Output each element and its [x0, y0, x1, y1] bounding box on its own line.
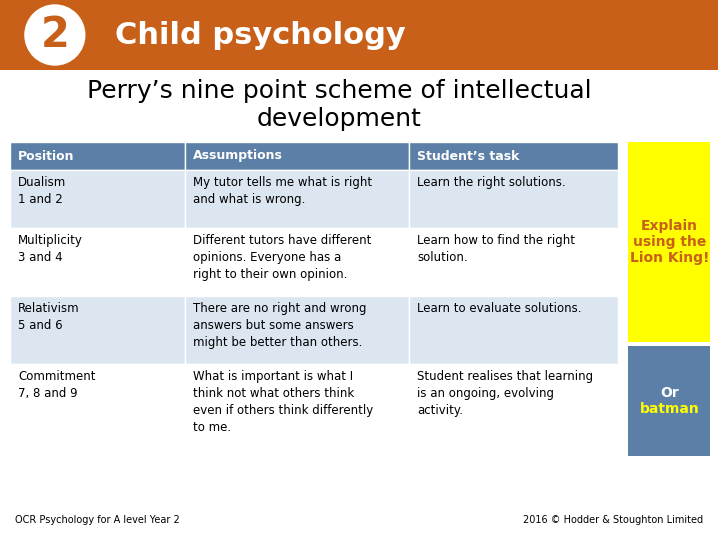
Circle shape [25, 5, 85, 65]
FancyBboxPatch shape [10, 228, 184, 296]
Text: Explain
using the
Lion King!: Explain using the Lion King! [629, 219, 709, 265]
FancyBboxPatch shape [409, 228, 618, 296]
Text: Multiplicity
3 and 4: Multiplicity 3 and 4 [18, 234, 83, 264]
Text: Child psychology: Child psychology [114, 21, 405, 50]
Text: batman: batman [639, 402, 699, 416]
Text: There are no right and wrong
answers but some answers
might be better than other: There are no right and wrong answers but… [192, 302, 366, 349]
Text: OCR Psychology for A level Year 2: OCR Psychology for A level Year 2 [15, 515, 180, 525]
Text: Dualism
1 and 2: Dualism 1 and 2 [18, 176, 66, 206]
FancyBboxPatch shape [10, 170, 184, 228]
Text: Or: Or [660, 386, 679, 400]
FancyBboxPatch shape [10, 142, 184, 170]
Text: Student’s task: Student’s task [417, 150, 519, 163]
Text: 2: 2 [40, 14, 69, 56]
FancyBboxPatch shape [409, 296, 618, 364]
Text: Student realises that learning
is an ongoing, evolving
activity.: Student realises that learning is an ong… [417, 370, 593, 417]
Text: Commitment
7, 8 and 9: Commitment 7, 8 and 9 [18, 370, 96, 400]
Text: Different tutors have different
opinions. Everyone has a
right to their own opin: Different tutors have different opinions… [192, 234, 371, 281]
FancyBboxPatch shape [10, 364, 184, 452]
Text: Assumptions: Assumptions [192, 150, 282, 163]
Text: What is important is what I
think not what others think
even if others think dif: What is important is what I think not wh… [192, 370, 373, 434]
FancyBboxPatch shape [0, 0, 719, 70]
FancyBboxPatch shape [629, 142, 710, 342]
Text: My tutor tells me what is right
and what is wrong.: My tutor tells me what is right and what… [192, 176, 372, 206]
FancyBboxPatch shape [409, 170, 618, 228]
FancyBboxPatch shape [629, 346, 710, 456]
Text: 2016 © Hodder & Stoughton Limited: 2016 © Hodder & Stoughton Limited [523, 515, 703, 525]
FancyBboxPatch shape [10, 296, 184, 364]
FancyBboxPatch shape [184, 170, 409, 228]
FancyBboxPatch shape [184, 228, 409, 296]
FancyBboxPatch shape [184, 142, 409, 170]
Text: Position: Position [18, 150, 74, 163]
Text: Learn to evaluate solutions.: Learn to evaluate solutions. [417, 302, 582, 315]
Text: Relativism
5 and 6: Relativism 5 and 6 [18, 302, 80, 332]
Text: Learn how to find the right
solution.: Learn how to find the right solution. [417, 234, 575, 264]
FancyBboxPatch shape [184, 296, 409, 364]
Text: Learn the right solutions.: Learn the right solutions. [417, 176, 566, 189]
FancyBboxPatch shape [184, 364, 409, 452]
FancyBboxPatch shape [409, 142, 618, 170]
FancyBboxPatch shape [409, 364, 618, 452]
Text: Perry’s nine point scheme of intellectual
development: Perry’s nine point scheme of intellectua… [87, 79, 591, 131]
